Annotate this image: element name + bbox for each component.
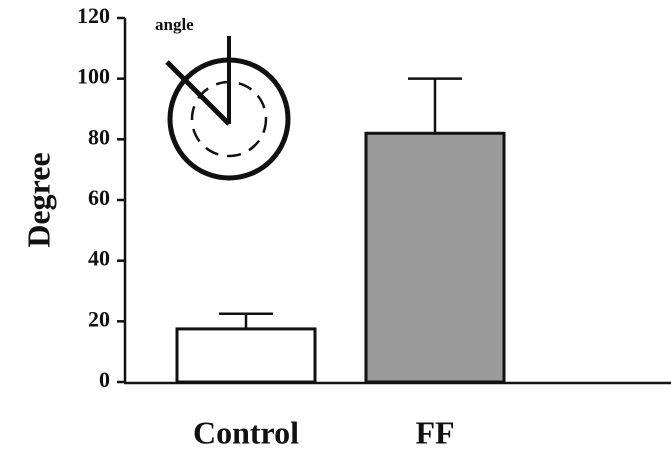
chart: Degree angle 0 20 40 60 80 100 120 Control FF: [0, 0, 671, 457]
bar: [366, 133, 504, 382]
y-tick-label: 80: [88, 124, 110, 149]
y-tick-label: 20: [88, 306, 110, 331]
y-tick-label: 120: [77, 3, 110, 28]
y-tick-label: 100: [77, 64, 110, 89]
x-tick-label: Control: [193, 414, 299, 450]
angle-icon: [167, 36, 288, 178]
annotation: angle: [155, 15, 194, 34]
x-tick-label: FF: [415, 414, 454, 450]
y-axis-label: Degree: [20, 152, 56, 247]
bar: [177, 329, 315, 382]
y-tick-label: 40: [88, 246, 110, 271]
y-tick-label: 0: [99, 367, 110, 392]
y-tick-label: 60: [88, 185, 110, 210]
